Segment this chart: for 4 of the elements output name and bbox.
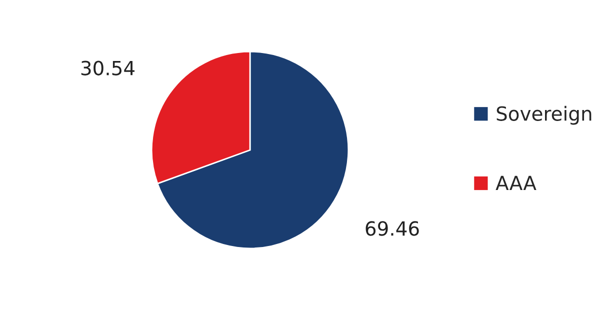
data-label: 69.46 xyxy=(366,221,419,236)
legend-label: AAA xyxy=(496,176,536,190)
legend-label: Sovereign xyxy=(496,106,592,125)
data-label: 30.54 xyxy=(81,60,134,76)
